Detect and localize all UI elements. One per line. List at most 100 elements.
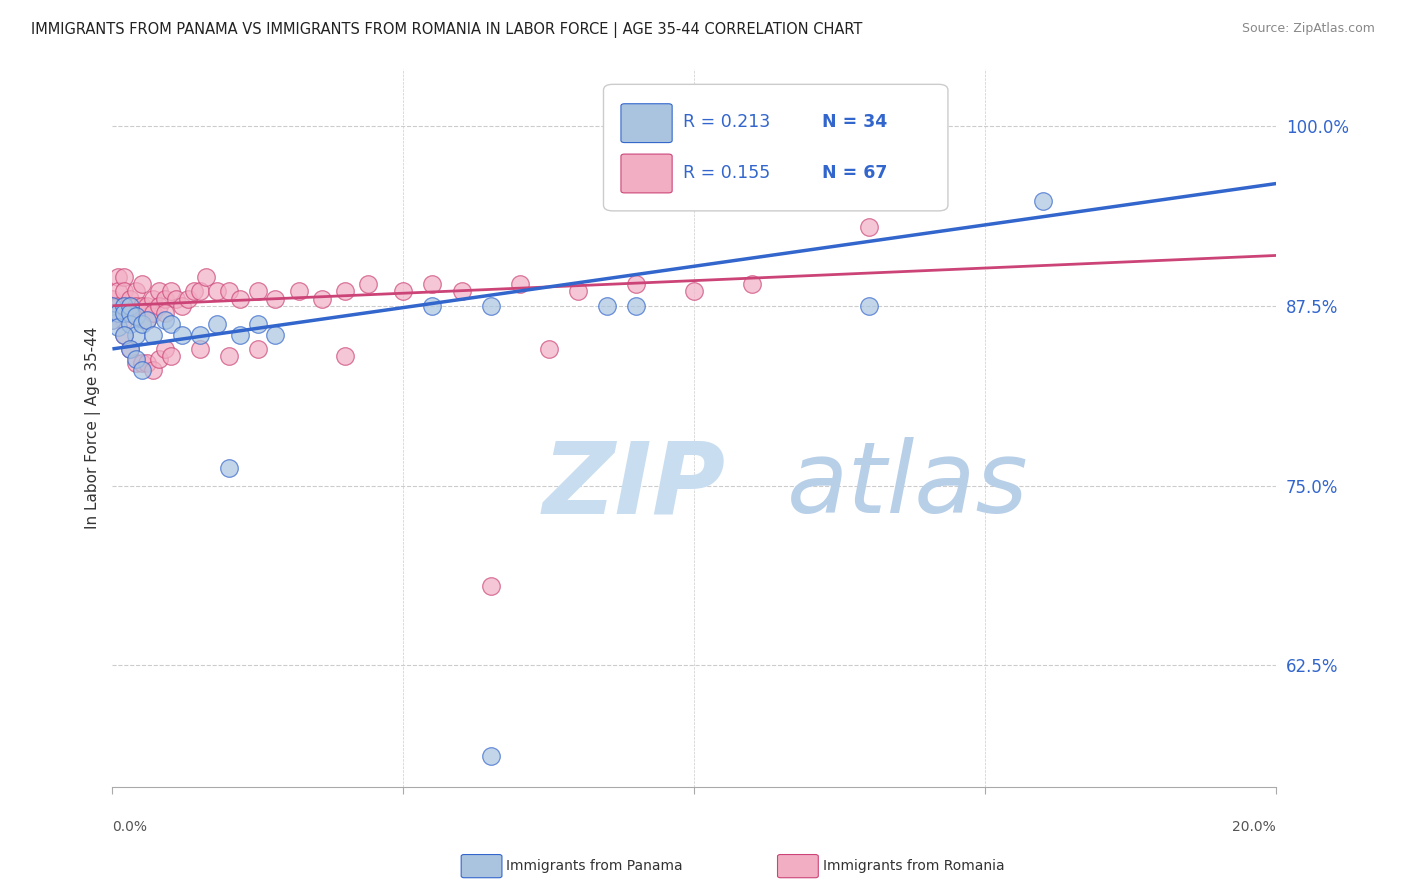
Point xyxy=(177,292,200,306)
Point xyxy=(264,327,287,342)
Point xyxy=(142,306,165,320)
Point xyxy=(596,299,619,313)
Point xyxy=(624,299,647,313)
Point xyxy=(422,299,444,313)
Point xyxy=(118,299,141,313)
Point xyxy=(148,285,170,299)
Point xyxy=(333,349,356,363)
Point xyxy=(858,299,880,313)
Point xyxy=(229,292,252,306)
Point xyxy=(218,461,240,475)
Point xyxy=(112,299,135,313)
Text: N = 34: N = 34 xyxy=(823,113,887,131)
Point xyxy=(107,270,129,285)
Point xyxy=(112,327,135,342)
Text: 20.0%: 20.0% xyxy=(1232,820,1277,834)
Point xyxy=(118,306,141,320)
Point xyxy=(153,342,176,356)
Point xyxy=(101,299,124,313)
Point xyxy=(509,277,531,292)
Point xyxy=(107,320,129,334)
Point xyxy=(142,292,165,306)
Point xyxy=(479,748,502,763)
Point xyxy=(246,342,269,356)
Point xyxy=(107,299,129,313)
Point xyxy=(125,309,148,323)
Point xyxy=(142,363,165,377)
Text: 0.0%: 0.0% xyxy=(112,820,148,834)
Point xyxy=(125,356,148,370)
FancyBboxPatch shape xyxy=(621,103,672,143)
Point xyxy=(624,277,647,292)
Point xyxy=(153,313,176,327)
Point xyxy=(131,299,153,313)
Point xyxy=(131,356,153,370)
Point xyxy=(148,299,170,313)
Point xyxy=(229,327,252,342)
Point xyxy=(264,292,287,306)
Point xyxy=(125,285,148,299)
Text: Immigrants from Romania: Immigrants from Romania xyxy=(823,859,1004,873)
Point xyxy=(118,342,141,356)
Point xyxy=(159,318,181,332)
Point xyxy=(422,277,444,292)
Text: IMMIGRANTS FROM PANAMA VS IMMIGRANTS FROM ROMANIA IN LABOR FORCE | AGE 35-44 COR: IMMIGRANTS FROM PANAMA VS IMMIGRANTS FRO… xyxy=(31,22,862,38)
Point xyxy=(107,285,129,299)
Point xyxy=(479,579,502,593)
Point xyxy=(112,270,135,285)
Point xyxy=(112,285,135,299)
FancyBboxPatch shape xyxy=(603,85,948,211)
Point xyxy=(392,285,415,299)
Point xyxy=(112,299,135,313)
Text: ZIP: ZIP xyxy=(543,437,725,534)
Point xyxy=(131,318,153,332)
Point xyxy=(148,351,170,366)
Point xyxy=(101,292,124,306)
Point xyxy=(136,356,159,370)
Point xyxy=(107,306,129,320)
Point xyxy=(537,342,560,356)
Point xyxy=(246,318,269,332)
Point xyxy=(131,363,153,377)
Point xyxy=(287,285,309,299)
Point xyxy=(159,285,181,299)
FancyBboxPatch shape xyxy=(621,154,672,193)
Point xyxy=(194,270,217,285)
Point xyxy=(112,306,135,320)
Text: Source: ZipAtlas.com: Source: ZipAtlas.com xyxy=(1241,22,1375,36)
Point xyxy=(153,306,176,320)
Point xyxy=(333,285,356,299)
Point xyxy=(450,285,472,299)
Point xyxy=(205,318,228,332)
Point xyxy=(188,327,211,342)
Point xyxy=(218,349,240,363)
Point xyxy=(125,351,148,366)
Point xyxy=(165,292,187,306)
Point xyxy=(183,285,205,299)
Point xyxy=(112,327,135,342)
Text: R = 0.213: R = 0.213 xyxy=(683,113,770,131)
Point xyxy=(479,299,502,313)
Point xyxy=(101,313,124,327)
Point xyxy=(136,313,159,327)
Point xyxy=(858,219,880,234)
Point xyxy=(800,116,823,130)
Text: R = 0.155: R = 0.155 xyxy=(683,164,770,182)
Point xyxy=(125,299,148,313)
Point xyxy=(125,327,148,342)
Y-axis label: In Labor Force | Age 35-44: In Labor Force | Age 35-44 xyxy=(86,326,101,529)
Point xyxy=(188,342,211,356)
Point xyxy=(107,306,129,320)
Point xyxy=(142,327,165,342)
Point xyxy=(683,285,706,299)
Point xyxy=(118,292,141,306)
Point xyxy=(112,313,135,327)
Point xyxy=(101,299,124,313)
Point xyxy=(136,299,159,313)
Point xyxy=(1032,194,1054,208)
Point xyxy=(118,306,141,320)
Text: atlas: atlas xyxy=(787,437,1029,534)
Point xyxy=(205,285,228,299)
Point xyxy=(131,277,153,292)
Text: Immigrants from Panama: Immigrants from Panama xyxy=(506,859,683,873)
